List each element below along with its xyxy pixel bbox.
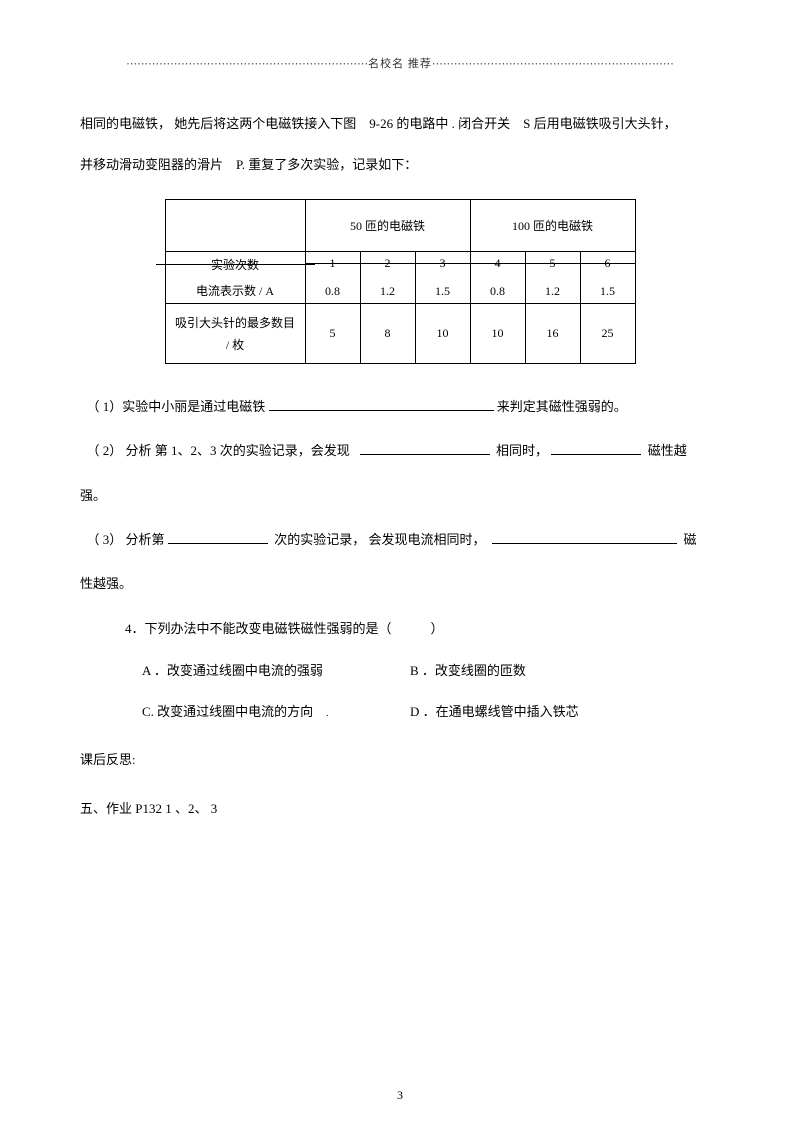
header-50: 50 匝的电磁铁	[305, 199, 470, 251]
question-2: （ 2） 分析 第 1、2、3 次的实验记录，会发现 相同时， 磁性越	[80, 433, 720, 469]
data-cell: 10	[470, 303, 525, 363]
pins-label: 吸引大头针的最多数目 / 枚	[165, 303, 305, 363]
blank-field[interactable]	[360, 454, 490, 455]
options-row-2: C. 改变通过线圈中电流的方向 . D ．在通电螺线管中插入铁芯	[80, 696, 720, 729]
data-cell: 8	[360, 303, 415, 363]
exp-current-label: 实验次数 电流表示数 / A	[165, 251, 305, 303]
q2-text-b: 相同时，	[496, 443, 548, 458]
q2-end: 强。	[80, 478, 720, 514]
q3-end: 性越强。	[80, 566, 720, 602]
q1-text-a: （ 1）实验中小丽是通过电磁铁	[87, 399, 266, 414]
intro-para: 相同的电磁铁， 她先后将这两个电磁铁接入下图 9-26 的电路中 . 闭合开关 …	[80, 106, 720, 142]
data-cell: 10	[415, 303, 470, 363]
page-header: ⋯⋯⋯⋯⋯⋯⋯⋯⋯⋯⋯⋯⋯⋯⋯⋯⋯⋯⋯⋯⋯⋯名校名 推荐⋯⋯⋯⋯⋯⋯⋯⋯⋯⋯⋯⋯…	[80, 55, 720, 71]
header-dots-left: ⋯⋯⋯⋯⋯⋯⋯⋯⋯⋯⋯⋯⋯⋯⋯⋯⋯⋯⋯⋯⋯⋯	[126, 58, 368, 70]
data-cell: 10.8	[305, 251, 360, 303]
blank-field[interactable]	[551, 454, 641, 455]
option-c: C. 改变通过线圈中电流的方向 .	[80, 696, 410, 729]
table-header-row: 50 匝的电磁铁 100 匝的电磁铁	[165, 199, 635, 251]
q3-text-a: （ 3） 分析第	[87, 532, 165, 547]
q3-text-c: 磁	[684, 532, 697, 547]
intro-1b: 9-26 的电路中 . 闭合开关	[369, 116, 510, 131]
data-cell: 51.2	[525, 251, 580, 303]
intro-2a: 并移动滑动变阻器的滑片	[80, 157, 223, 172]
question-1: （ 1）实验中小丽是通过电磁铁 来判定其磁性强弱的。	[80, 389, 720, 425]
question-3: （ 3） 分析第 次的实验记录， 会发现电流相同时， 磁	[80, 522, 720, 558]
data-cell: 61.5	[580, 251, 635, 303]
table-pins-row: 吸引大头针的最多数目 / 枚 5 8 10 10 16 25	[165, 303, 635, 363]
header-title: 名校名 推荐	[368, 58, 432, 70]
current-label: 电流表示数 / A	[166, 282, 305, 299]
q4-paren: ）	[431, 621, 444, 636]
question-4: 4．下列办法中不能改变电磁铁磁性强弱的是（ ）	[80, 611, 720, 647]
header-100: 100 匝的电磁铁	[470, 199, 635, 251]
option-a: A ．改变通过线圈中电流的强弱	[80, 655, 410, 688]
homework: 五、作业 P132 1 、2、 3	[80, 793, 720, 826]
data-cell: 16	[525, 303, 580, 363]
reflection: 课后反思:	[80, 744, 720, 777]
option-d: D ．在通电螺线管中插入铁芯	[410, 696, 579, 729]
q2-text-a: （ 2） 分析 第 1、2、3 次的实验记录，会发现	[87, 443, 350, 458]
data-table-wrap: 50 匝的电磁铁 100 匝的电磁铁 实验次数 电流表示数 / A 10.8 2…	[80, 199, 720, 364]
q1-text-b: 来判定其磁性强弱的。	[497, 399, 627, 414]
data-cell: 5	[305, 303, 360, 363]
options-row-1: A ．改变通过线圈中电流的强弱 B ．改变线圈的匝数	[80, 655, 720, 688]
data-cell: 31.5	[415, 251, 470, 303]
intro-1c: S 后用电磁铁吸引大头针，	[523, 116, 676, 131]
data-cell: 25	[580, 303, 635, 363]
header-blank	[165, 199, 305, 251]
experiment-table: 50 匝的电磁铁 100 匝的电磁铁 实验次数 电流表示数 / A 10.8 2…	[165, 199, 636, 364]
intro-1a: 相同的电磁铁， 她先后将这两个电磁铁接入下图	[80, 116, 356, 131]
data-cell: 40.8	[470, 251, 525, 303]
q2-text-c: 磁性越	[648, 443, 687, 458]
page-number: 3	[0, 1088, 800, 1103]
data-cell: 21.2	[360, 251, 415, 303]
header-dots-right: ⋯⋯⋯⋯⋯⋯⋯⋯⋯⋯⋯⋯⋯⋯⋯⋯⋯⋯⋯⋯⋯⋯	[432, 58, 674, 70]
table-exp-current-row: 实验次数 电流表示数 / A 10.8 21.2 31.5 40.8 51.2 …	[165, 251, 635, 303]
intro-para2: 并移动滑动变阻器的滑片 P. 重复了多次实验，记录如下：	[80, 147, 720, 183]
option-b: B ．改变线圈的匝数	[410, 655, 526, 688]
blank-field[interactable]	[269, 410, 494, 411]
intro-2b: P. 重复了多次实验，记录如下：	[236, 157, 417, 172]
blank-field[interactable]	[492, 543, 677, 544]
q4-text: 4．下列办法中不能改变电磁铁磁性强弱的是（	[125, 621, 392, 636]
blank-field[interactable]	[168, 543, 268, 544]
q3-text-b: 次的实验记录， 会发现电流相同时，	[274, 532, 485, 547]
